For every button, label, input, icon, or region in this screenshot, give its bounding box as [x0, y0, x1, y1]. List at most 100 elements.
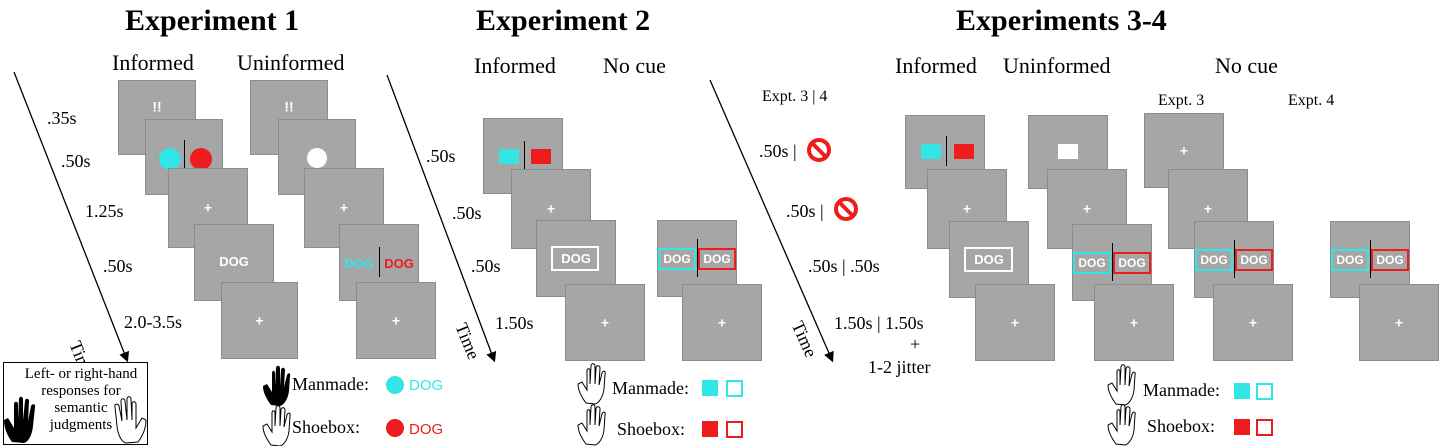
exp1-time-arrow: [13, 71, 129, 363]
fixation-cross: +: [255, 312, 264, 329]
fixation-cross: +: [717, 314, 727, 331]
red-outline-square: [1256, 419, 1273, 436]
exp1-legend-manmade-word: DOG: [409, 377, 444, 394]
word-stimulus: DOG: [1336, 253, 1364, 267]
exp34-nocue-heading: No cue: [1215, 53, 1278, 78]
divider-line: [1112, 243, 1113, 281]
red-word: DOG: [384, 256, 414, 271]
exp1-timing-1: .35s: [47, 108, 77, 128]
experiments-3-4-title: Experiments 3-4: [956, 4, 1167, 37]
fixation-cross: +: [203, 199, 213, 216]
cyan-box: [1073, 252, 1111, 274]
red-circle: [190, 148, 212, 170]
white-square: [1058, 144, 1078, 159]
black-hand-icon: [4, 396, 36, 443]
exp1-legend-shoebox-word: DOG: [409, 421, 444, 438]
exp2-nocue-heading: No cue: [603, 53, 666, 78]
exp2-timing-2: .50s: [452, 203, 482, 223]
divider-line: [184, 140, 185, 174]
fixation-cross: +: [1394, 314, 1404, 331]
fixation-cross: +: [339, 199, 349, 216]
fixation-cross: +: [1082, 200, 1092, 217]
divider-line: [697, 239, 698, 277]
fixation-cross: +: [1203, 200, 1213, 217]
word-stimulus: DOG: [1078, 256, 1106, 270]
exp34-time-arrow: [709, 79, 834, 363]
exp34-expt4-heading: Expt. 4: [1288, 92, 1335, 109]
exp2-timing-3: .50s: [471, 256, 501, 276]
exp4-nocue-word-screen: DOG DOG: [1331, 222, 1409, 297]
divider-line: [379, 247, 380, 277]
exp34-timing-header: Expt. 3 | 4: [762, 88, 828, 105]
divider-line: [524, 141, 525, 171]
prohibition-icon: [807, 138, 831, 162]
fixation-cross: +: [391, 312, 401, 329]
word-stimulus: DOG: [974, 252, 1004, 267]
exp2-timing-4: 1.50s: [495, 313, 534, 333]
divider-line: [1370, 240, 1371, 278]
red-square: [702, 421, 718, 437]
white-hand-icon: [262, 405, 291, 446]
exp34-informed-word-screen: DOG: [950, 222, 1028, 297]
exp34-timing-1: .50s |: [759, 141, 797, 161]
cyan-circle: [159, 148, 181, 170]
cyan-box: [1331, 249, 1369, 271]
exp34-informed-iti-screen: +: [976, 285, 1054, 360]
word-stimulus: DOG: [1240, 253, 1268, 267]
cyan-box: [1195, 249, 1233, 271]
exp34-legend-manmade-label: Manmade:: [1143, 380, 1220, 400]
exp3-nocue-word-screen: DOG DOG: [1195, 222, 1273, 297]
white-circle: [307, 148, 327, 168]
prohibition-icon: [834, 197, 858, 221]
red-box: [1235, 249, 1273, 271]
word-stimulus: DOG: [703, 252, 731, 266]
white-hand-icon: [577, 363, 606, 405]
red-square: [954, 144, 974, 159]
white-hand-icon: [1107, 404, 1136, 446]
exp34-informed-heading: Informed: [895, 53, 977, 78]
black-hand-icon: [263, 365, 291, 406]
exp1-uninformed-iti-screen: +: [357, 283, 435, 358]
fixation-cross: +: [1129, 314, 1139, 331]
word-stimulus: DOG: [1118, 256, 1146, 270]
fixation-cross: +: [1248, 314, 1258, 331]
exp34-timing-jitter: 1-2 jitter: [868, 357, 931, 377]
exp2-nocue-word-screen: DOG DOG: [658, 221, 736, 296]
exp1-informed-iti-screen: +: [222, 283, 297, 358]
red-square: [531, 149, 551, 164]
cue-text: !!: [284, 98, 294, 115]
exp34-timing-plus: +: [910, 334, 921, 354]
exp2-nocue-iti-screen: +: [683, 285, 761, 360]
exp2-legend-shoebox-label: Shoebox:: [617, 419, 686, 439]
white-box: [964, 247, 1013, 272]
cyan-square: [1234, 383, 1250, 399]
exp34-uninformed-heading: Uninformed: [1003, 53, 1111, 78]
cyan-outline-square: [1256, 383, 1273, 400]
exp1-legend-shoebox-label: Shoebox:: [292, 417, 361, 437]
divider-line: [1234, 240, 1235, 278]
exp34-uninformed-iti-screen: +: [1095, 285, 1173, 360]
cyan-square: [702, 380, 718, 396]
exp1-legend-manmade-label: Manmade:: [292, 374, 369, 394]
exp4-nocue-iti-screen: +: [1360, 285, 1438, 360]
white-hand-icon: [577, 404, 606, 446]
white-box: [551, 246, 599, 271]
exp1-informed-heading: Informed: [112, 50, 194, 75]
exp34-timing-4: 1.50s | 1.50s: [834, 313, 924, 333]
exp2-legend-manmade-label: Manmade:: [612, 378, 689, 398]
word-stimulus: DOG: [1376, 253, 1404, 267]
cyan-square: [499, 149, 519, 164]
fixation-cross: +: [1010, 314, 1020, 331]
cyan-box: [658, 248, 696, 270]
experiment-1-title: Experiment 1: [125, 4, 300, 37]
exp1-timing-3: 1.25s: [85, 201, 124, 221]
fixation-cross: +: [962, 200, 972, 217]
word-stimulus: DOG: [1200, 253, 1228, 267]
exp34-expt3-heading: Expt. 3: [1158, 92, 1205, 109]
exp1-timing-2: .50s: [61, 151, 91, 171]
exp34-uninformed-word-screen: DOG DOG: [1073, 225, 1151, 300]
cyan-word: DOG: [344, 256, 374, 271]
exp34-timing-3: .50s | .50s: [808, 256, 880, 276]
fixation-cross: +: [1179, 142, 1189, 159]
